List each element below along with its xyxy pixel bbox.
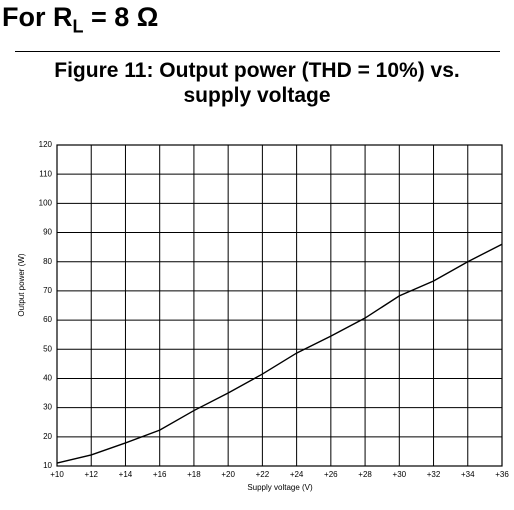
data-line xyxy=(56,243,503,464)
x-tick-label: +26 xyxy=(324,470,338,479)
heading-subscript: L xyxy=(72,16,84,37)
x-tick-label: +20 xyxy=(221,470,235,479)
y-tick-label: 60 xyxy=(43,315,52,324)
y-tick-label: 110 xyxy=(39,169,52,178)
chart-title: Figure 11: Output power (THD = 10%) vs. s… xyxy=(0,58,514,108)
x-tick-label: +12 xyxy=(84,470,98,479)
y-tick-label: 80 xyxy=(43,257,52,266)
x-tick-label: +22 xyxy=(256,470,270,479)
x-tick-label: +28 xyxy=(358,470,372,479)
x-tick-label: +18 xyxy=(187,470,201,479)
x-tick-label: +32 xyxy=(427,470,441,479)
title-line: supply voltage xyxy=(183,84,331,107)
x-tick-label: +14 xyxy=(119,470,133,479)
x-tick-label: +30 xyxy=(393,470,407,479)
heading-main: For R xyxy=(2,2,73,32)
y-axis-label: Output power (W) xyxy=(17,253,26,316)
x-tick-label: +16 xyxy=(153,470,167,479)
x-tick-label: +10 xyxy=(50,470,64,479)
y-tick-label: 50 xyxy=(43,344,52,353)
y-tick-label: 70 xyxy=(43,286,52,295)
y-tick-label: 90 xyxy=(43,228,52,237)
x-axis-label: Supply voltage (V) xyxy=(247,483,313,492)
y-tick-label: 120 xyxy=(39,140,53,149)
rule xyxy=(15,51,500,52)
y-tick-label: 100 xyxy=(39,198,53,207)
plot-frame xyxy=(56,144,503,467)
y-tick-label: 40 xyxy=(43,374,52,383)
x-tick-label: +24 xyxy=(290,470,304,479)
x-tick-label: +34 xyxy=(461,470,475,479)
title-line: Figure 11: Output power (THD = 10%) vs. xyxy=(54,59,460,82)
y-tick-label: 10 xyxy=(43,461,52,470)
y-tick-label: 30 xyxy=(43,403,52,412)
heading: For RL = 8 Ω xyxy=(2,2,158,37)
x-tick-label: +36 xyxy=(495,470,509,479)
heading-rest: = 8 Ω xyxy=(83,2,159,32)
y-tick-label: 20 xyxy=(43,432,52,441)
